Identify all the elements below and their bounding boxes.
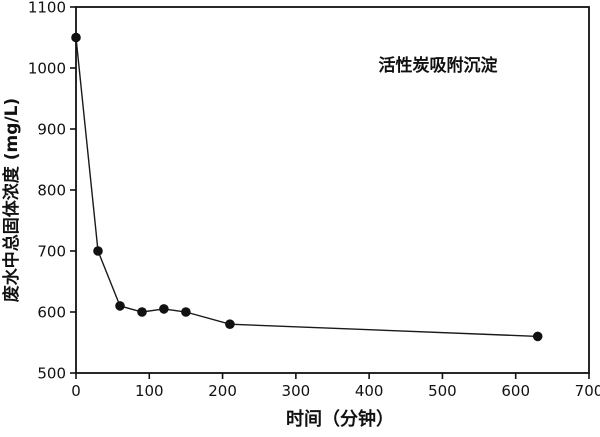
y-tick-label: 1100 bbox=[28, 0, 66, 17]
y-axis-tick-labels: 500 600 700 800 900 1000 1100 bbox=[28, 0, 66, 383]
x-tick-label: 400 bbox=[355, 382, 384, 400]
x-axis-ticks bbox=[75, 373, 590, 379]
data-point bbox=[532, 331, 543, 342]
x-tick-label: 100 bbox=[135, 382, 164, 400]
y-tick-label: 600 bbox=[37, 304, 66, 322]
x-tick-label: 600 bbox=[501, 382, 530, 400]
y-tick-label: 500 bbox=[37, 365, 66, 383]
data-point bbox=[225, 319, 235, 330]
annotation-label: 活性炭吸附沉淀 bbox=[379, 55, 499, 76]
data-point bbox=[115, 301, 125, 311]
y-axis-ticks bbox=[70, 6, 76, 374]
x-tick-label: 500 bbox=[428, 382, 457, 400]
plot-frame bbox=[75, 6, 590, 374]
data-point bbox=[159, 304, 169, 314]
y-tick-label: 700 bbox=[37, 243, 66, 261]
data-point bbox=[181, 307, 191, 317]
data-point bbox=[71, 32, 81, 43]
data-series bbox=[71, 32, 543, 342]
y-tick-label: 800 bbox=[37, 182, 66, 200]
y-axis-title: 废水中总固体浓度 (mg/L) bbox=[1, 98, 22, 302]
data-point bbox=[93, 246, 103, 256]
x-tick-label: 0 bbox=[71, 382, 81, 400]
data-point bbox=[137, 307, 147, 317]
data-series-line bbox=[75, 37, 538, 338]
x-tick-label: 300 bbox=[282, 382, 311, 400]
x-tick-label: 200 bbox=[208, 382, 237, 400]
y-tick-label: 900 bbox=[37, 121, 66, 139]
x-tick-label: 700 bbox=[575, 382, 600, 400]
y-tick-label: 1000 bbox=[28, 60, 66, 78]
x-axis-tick-labels: 0 100 200 300 400 500 600 700 bbox=[71, 382, 600, 400]
x-axis-title: 时间（分钟） bbox=[286, 408, 394, 430]
